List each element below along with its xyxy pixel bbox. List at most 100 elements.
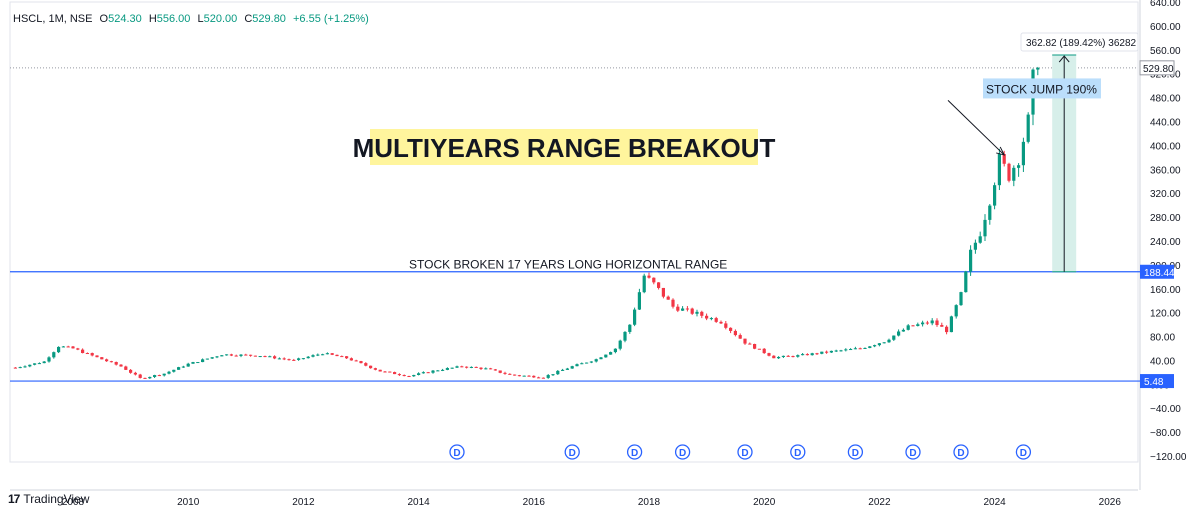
candle-body (364, 363, 368, 366)
last-price-tag (1139, 60, 1175, 76)
candle-body (868, 346, 872, 348)
candle-body (546, 375, 550, 378)
candle-body (575, 364, 579, 367)
candle-body (729, 327, 733, 331)
y-tick-label: 240.00 (1150, 237, 1181, 248)
y-tick-label: −120.00 (1150, 452, 1187, 463)
candle-body (441, 369, 445, 371)
candle-body (287, 359, 291, 361)
candle-body (705, 315, 709, 319)
candle-body (532, 375, 536, 378)
candle-body (186, 363, 190, 367)
dividend-marker-icon[interactable] (953, 444, 969, 460)
dividend-marker-icon[interactable] (449, 444, 465, 460)
dividend-marker-icon[interactable] (674, 444, 691, 460)
candle-body (417, 373, 421, 375)
candle-body (657, 282, 661, 288)
symbol-label[interactable]: HSCL, 1M, NSE (13, 13, 93, 25)
candle-body (1017, 165, 1021, 168)
candle-body (157, 375, 161, 377)
dividend-marker-icon[interactable] (790, 444, 806, 460)
candle-body (652, 277, 656, 283)
candle-body (820, 351, 824, 354)
y-tick-label: 320.00 (1150, 189, 1181, 200)
candle-body (316, 354, 320, 356)
candle-body (863, 347, 867, 349)
candle-body (911, 325, 915, 327)
candle-body (493, 369, 497, 371)
tradingview-brand[interactable]: 17 TradingView (8, 492, 89, 506)
x-tick-label: 2026 (1099, 497, 1122, 508)
candle-body (162, 373, 166, 376)
dividend-marker-label: D (679, 448, 686, 459)
candle-body (887, 339, 891, 343)
annotation-arrow-head (996, 146, 1006, 156)
y-tick-label: 80.00 (1150, 333, 1175, 344)
candle-body (196, 362, 200, 364)
candle-body (637, 292, 641, 310)
candle-body (172, 369, 176, 372)
candle-body (681, 308, 685, 311)
candle-body (71, 346, 75, 349)
candle-body (253, 355, 257, 357)
candle-body (719, 321, 723, 324)
close-label: C (244, 13, 253, 25)
y-tick-label: 360.00 (1150, 165, 1181, 176)
candle-body (983, 219, 987, 237)
candle-body (263, 356, 267, 358)
candle-body (13, 367, 17, 369)
candle-body (52, 352, 56, 358)
candle-body (100, 357, 104, 360)
candle-body (191, 362, 195, 364)
y-tick-label: 40.00 (1150, 356, 1175, 367)
candle-body (42, 361, 46, 364)
dividend-marker-icon[interactable] (737, 444, 753, 460)
candle-body (1012, 167, 1016, 181)
candle-body (781, 355, 785, 357)
candle-body (205, 358, 209, 360)
candle-body (397, 374, 401, 376)
candle-body (388, 371, 392, 373)
open-label: O (99, 13, 109, 25)
candle-body (757, 348, 761, 350)
candle-body (964, 271, 968, 293)
candle-body (786, 355, 790, 357)
dividend-marker-label: D (569, 448, 576, 459)
dividend-marker-icon[interactable] (905, 444, 921, 460)
candle-body (412, 374, 416, 377)
measure-arrow-head (1058, 55, 1070, 63)
high-value: 556.00 (156, 13, 191, 25)
candle-body (829, 350, 833, 353)
candle-body (839, 350, 843, 352)
candle-body (671, 299, 675, 307)
y-tick-label: 560.00 (1150, 46, 1181, 57)
candle-body (33, 363, 37, 365)
candle-body (450, 367, 454, 369)
x-tick-label: 2018 (638, 497, 661, 508)
candle-body (61, 346, 65, 348)
candle-body (349, 358, 353, 361)
low-label: L (197, 13, 204, 25)
candle-body (354, 360, 358, 362)
candle-body (762, 348, 766, 354)
measure-label: 362.82 (189.42%) 36282 (1026, 38, 1137, 49)
candle-body (844, 349, 848, 351)
high-label: H (148, 13, 157, 25)
candle-body (945, 326, 949, 333)
candle-body (801, 354, 805, 356)
candle-body (95, 355, 99, 358)
candle-body (215, 356, 219, 358)
dividend-marker-icon[interactable] (847, 444, 864, 460)
dividend-marker-label: D (852, 448, 859, 459)
dividend-marker-icon[interactable] (1015, 444, 1032, 460)
x-tick-label: 2016 (523, 497, 546, 508)
candle-body (225, 354, 229, 356)
y-tick-label: 440.00 (1150, 117, 1181, 128)
dividend-marker-icon[interactable] (626, 444, 643, 460)
candle-body (201, 359, 205, 363)
candle-body (244, 354, 248, 356)
candle-body (105, 359, 109, 362)
open-value: 524.30 (108, 13, 142, 25)
dividend-marker-icon[interactable] (564, 444, 580, 460)
